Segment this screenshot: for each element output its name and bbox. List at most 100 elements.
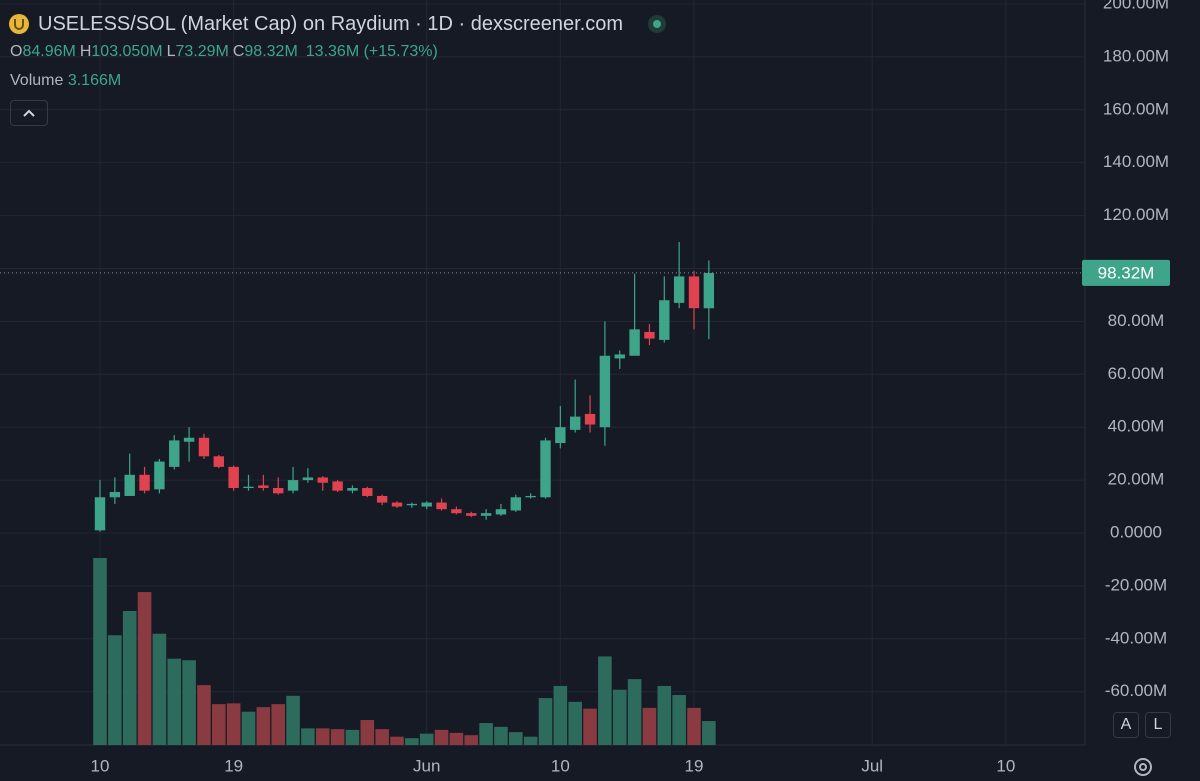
ohlc-key: C [232, 43, 245, 60]
status-dot [648, 15, 667, 33]
x-tick-label: 10 [91, 756, 110, 775]
candle-body [644, 331, 655, 339]
volume-bar [672, 695, 686, 745]
volume-bar [212, 704, 226, 745]
candle-body [525, 495, 536, 498]
y-tick-label: 180.00M [1103, 46, 1169, 65]
volume-bar [360, 720, 375, 745]
volume-bar [345, 729, 360, 745]
candle-body [659, 300, 670, 340]
candle-body [302, 477, 314, 481]
candle-body [198, 437, 210, 457]
chart-title: USELESS/SOL (Market Cap) on Raydium · 1D… [38, 12, 624, 35]
candle-body [555, 427, 566, 444]
change: 13.36M (+15.73%) [305, 43, 438, 60]
header: USELESS/SOL (Market Cap) on Raydium · 1D… [8, 12, 669, 36]
volume-bar [479, 723, 493, 745]
ohlc-value: 84.96M [22, 43, 76, 60]
candle-body [688, 276, 700, 309]
logo [9, 14, 29, 34]
candle-body [570, 416, 581, 430]
volume-bar [523, 736, 538, 745]
volume-bar [108, 635, 122, 745]
volume-bar [702, 721, 716, 745]
volume-bar [301, 728, 315, 745]
volume-bar [182, 660, 196, 745]
volume-bar [330, 729, 345, 745]
x-tick-label: Jul [861, 756, 883, 775]
x-tick-label: 19 [685, 756, 704, 775]
candle-body [540, 440, 551, 498]
volume-bar [509, 732, 523, 745]
candle-body [213, 456, 224, 467]
volume-bar [167, 658, 182, 745]
candle-body [436, 502, 447, 510]
volume-bar [286, 695, 300, 745]
ohlc-key: L [166, 43, 176, 60]
collapse-icon [23, 109, 35, 117]
volume-bar [598, 656, 612, 745]
volume-bar [449, 732, 464, 745]
volume-bar [434, 729, 449, 745]
candle-body [495, 509, 507, 515]
candle-body [391, 502, 403, 507]
ohlc-value: 103.050M [91, 43, 163, 60]
candle-body [228, 466, 239, 489]
ohlc-legend: O84.96M H103.050M L73.29M C98.32M 13.36M (+1… [10, 43, 438, 61]
candle-body [258, 485, 269, 489]
volume-bar [271, 704, 285, 745]
y-tick-label: 200.00M [1103, 0, 1169, 12]
volume-bar [687, 707, 701, 745]
y-tick-label: 40.00M [1108, 417, 1165, 436]
volume-bar [583, 708, 597, 745]
candle-body [287, 480, 299, 491]
candle-body [273, 488, 284, 494]
candle-body [154, 461, 165, 490]
y-tick-label: -20.00M [1105, 575, 1167, 594]
candle-body [673, 276, 685, 303]
auto-scale-button[interactable]: A [1113, 712, 1139, 738]
volume-bar [226, 703, 241, 745]
volume-bar [152, 633, 167, 745]
candle-body [109, 491, 121, 498]
log-scale-button[interactable]: L [1145, 712, 1171, 738]
y-tick-label: 80.00M [1108, 311, 1165, 330]
x-tick-label: 10 [996, 756, 1015, 775]
volume-bar [627, 679, 642, 745]
candle-body [183, 437, 195, 442]
volume-bar [494, 726, 508, 745]
candle-body [599, 355, 611, 428]
y-tick-label: 160.00M [1103, 99, 1169, 118]
y-tick-label: 140.00M [1103, 152, 1169, 171]
settings-icon[interactable] [1131, 755, 1155, 779]
y-tick-label: 20.00M [1108, 470, 1165, 489]
candle-body [629, 329, 640, 356]
y-tick-label: 120.00M [1103, 205, 1169, 224]
volume-bar [390, 736, 404, 745]
volume-bar [657, 685, 672, 745]
volume-bar [553, 685, 568, 745]
x-tick-label: 19 [224, 756, 243, 775]
volume-bar [612, 689, 627, 745]
volume-bar [642, 707, 657, 745]
y-tick-label: -60.00M [1105, 681, 1167, 700]
volume-bar [256, 707, 271, 745]
volume-bar [93, 558, 107, 745]
collapse-button[interactable] [10, 100, 48, 126]
volume-bar [375, 729, 389, 745]
candle-body [347, 488, 358, 491]
volume-bar [241, 711, 256, 745]
x-tick-label: Jun [413, 756, 440, 775]
candle-body [124, 474, 135, 496]
candle-body [362, 488, 373, 496]
volume-bar [122, 610, 137, 745]
volume-bar [568, 701, 582, 745]
candle-body [466, 513, 477, 516]
candle-body [510, 497, 521, 511]
y-tick-label: 0.0000 [1110, 522, 1162, 541]
candle-body [169, 440, 180, 467]
volume-bar [405, 738, 419, 745]
volume-bar [419, 733, 434, 745]
volume-value: 3.166M [67, 72, 122, 89]
